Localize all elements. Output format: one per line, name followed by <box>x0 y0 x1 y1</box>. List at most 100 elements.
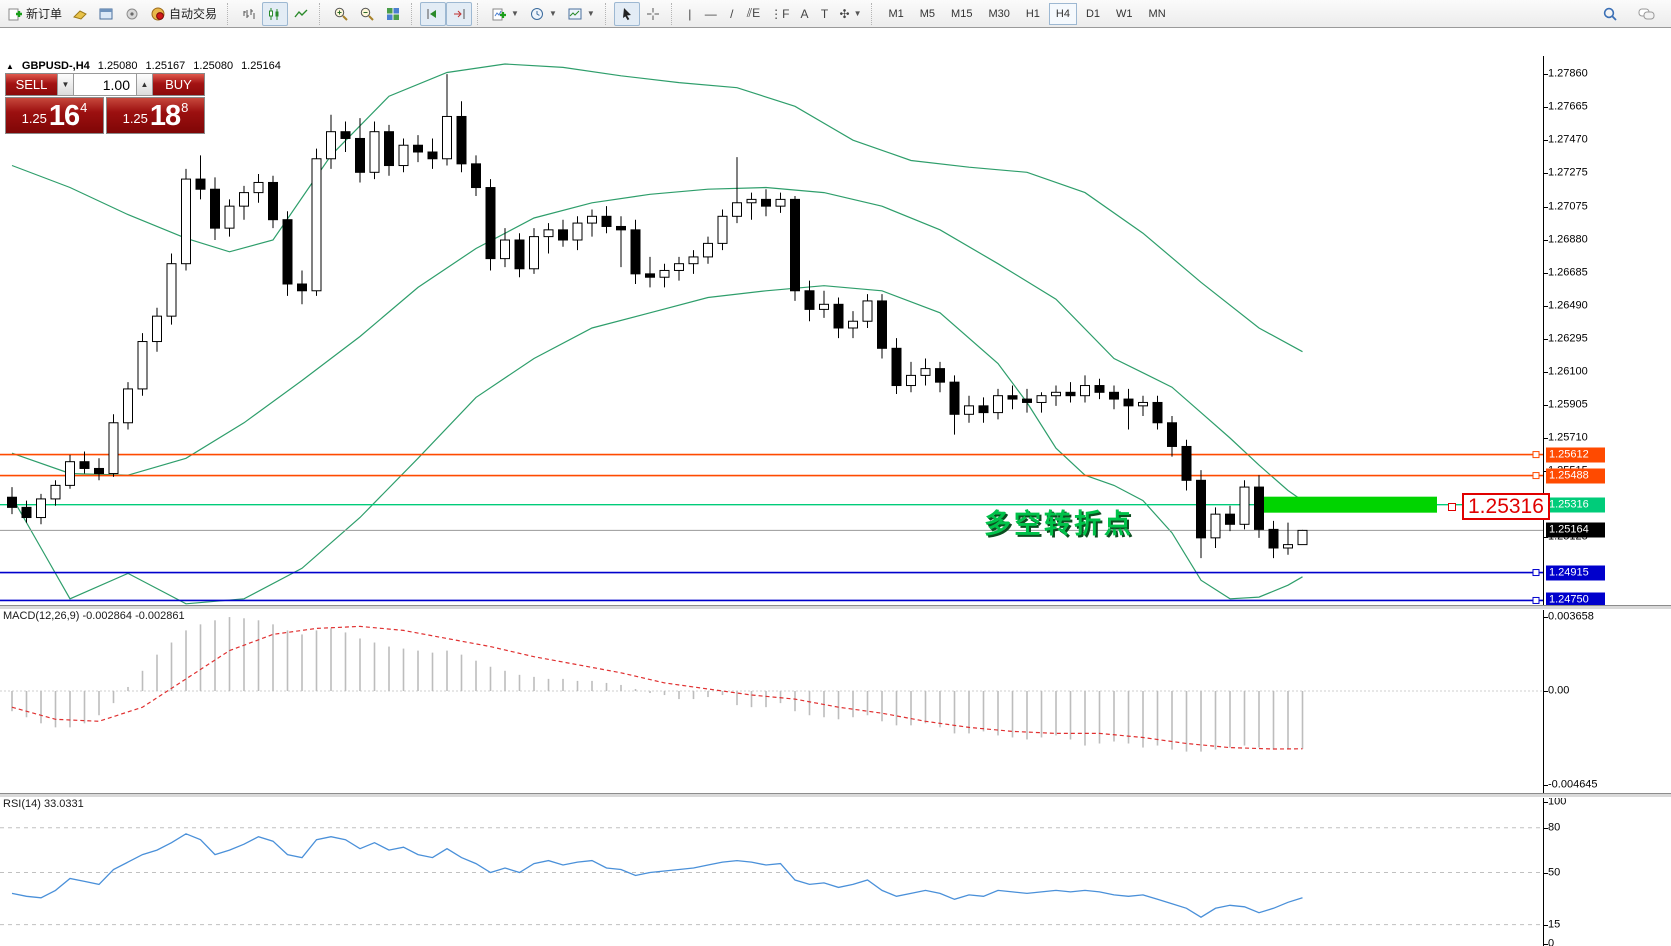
level-line-handle[interactable] <box>1532 472 1540 480</box>
main-toolbar: 新订单 自动交易 ▼ ▼ ▼ | — / ⫽E ⋮F A T ✣ ▼ M1 M5 M15 M30 H1 H4 D1 W1 M… <box>0 0 1671 28</box>
rsi-panel-divider[interactable] <box>0 793 1671 798</box>
templates-button[interactable]: ▼ <box>562 2 600 26</box>
bear-candle <box>616 225 626 231</box>
bear-candle <box>1094 385 1105 393</box>
bull-candle <box>137 341 148 390</box>
price-tick-label: 80 <box>1548 821 1561 834</box>
bull-candle <box>1210 513 1221 539</box>
toolbar-group: 新订单 自动交易 <box>2 1 222 27</box>
autotrade-button[interactable]: 自动交易 <box>145 2 222 26</box>
bear-candle <box>1007 395 1018 400</box>
line-chart-button[interactable] <box>288 2 314 26</box>
sell-button[interactable]: SELL <box>5 73 57 96</box>
timeframe-h4[interactable]: H4 <box>1048 2 1077 25</box>
dropdown-arrow-icon[interactable]: ▼ <box>853 9 862 18</box>
symbol-name: GBPUSD-,H4 <box>21 60 90 72</box>
timeframe-m5[interactable]: M5 <box>919 7 936 20</box>
arrows-button[interactable]: ✣ ▼ <box>835 2 867 26</box>
fibonacci-glyph: ⋮F <box>770 6 790 21</box>
volume-increase-button[interactable]: ▲ <box>136 73 153 96</box>
label-button[interactable]: T <box>815 2 835 26</box>
axis-tick <box>1543 872 1548 874</box>
new-window-button[interactable] <box>93 2 119 26</box>
periods-button[interactable]: ▼ <box>524 2 562 26</box>
horizontal-line-button[interactable]: — <box>700 2 722 26</box>
timeframe-m30[interactable]: M30 <box>988 7 1010 20</box>
bull-candle <box>326 131 336 160</box>
price-tick-label: 1.26490 <box>1548 299 1588 312</box>
price-tick-label: 1.27665 <box>1548 100 1588 113</box>
axis-tick <box>1543 405 1548 406</box>
timeframe-h1[interactable]: H1 <box>1025 7 1040 20</box>
bull-candle <box>108 422 119 475</box>
signals-button[interactable] <box>119 2 145 26</box>
sell-price-display[interactable]: 1.25 16 4 <box>5 97 104 134</box>
level-line-handle[interactable] <box>1532 451 1540 459</box>
price-tick-label: 1.27860 <box>1548 67 1588 80</box>
callout-anchor-marker[interactable] <box>1448 503 1456 511</box>
new-order-button[interactable]: 新订单 <box>2 2 67 26</box>
dropdown-arrow-icon[interactable]: ▼ <box>511 9 519 18</box>
macd-panel-divider[interactable] <box>0 605 1671 610</box>
candle-chart-button[interactable] <box>262 1 289 26</box>
timeframe-w1[interactable]: W1 <box>1116 7 1133 20</box>
bear-candle <box>1254 486 1264 530</box>
vertical-line-button[interactable]: | <box>680 2 700 26</box>
price-chart-canvas[interactable] <box>0 56 1671 605</box>
one-click-trading-panel: SELL ▼ ▲ BUY 1.25 16 4 1.25 18 8 <box>5 73 205 134</box>
bear-candle <box>1065 391 1076 397</box>
bear-candle <box>355 137 365 173</box>
timeframe-m15[interactable]: M15 <box>951 7 973 20</box>
trendline-button[interactable]: / <box>722 2 742 26</box>
chart-shift-button[interactable] <box>446 1 473 26</box>
dropdown-arrow-icon[interactable]: ▼ <box>548 9 557 18</box>
new-order-button-label: 新订单 <box>26 7 63 21</box>
volume-input[interactable] <box>74 73 136 96</box>
bull-candle <box>311 158 322 292</box>
periods-icon <box>529 6 545 22</box>
bear-candle <box>978 405 989 414</box>
zoom-out-button[interactable] <box>354 2 380 26</box>
price-level-callout[interactable]: 1.25316 <box>1462 493 1550 520</box>
buy-button[interactable]: BUY <box>153 73 205 96</box>
chart-shift-icon <box>451 6 467 22</box>
indicators-button[interactable]: ▼ <box>486 2 524 26</box>
bear-candle <box>21 506 32 519</box>
rsi-indicator-canvas[interactable] <box>0 796 1671 946</box>
chat-icon[interactable] <box>1633 2 1661 26</box>
timeframe-m1[interactable]: M1 <box>888 7 904 20</box>
line-chart-icon <box>293 6 309 22</box>
chart-window[interactable]: ▲ GBPUSD-,H4 1.25080 1.25167 1.25080 1.2… <box>0 28 1671 946</box>
bear-candle <box>630 229 641 275</box>
charts-button[interactable] <box>67 2 93 26</box>
bar-chart-button[interactable] <box>236 2 262 26</box>
volume-decrease-button[interactable]: ▼ <box>57 73 74 96</box>
macd-indicator-canvas[interactable] <box>0 608 1671 793</box>
buy-price-display[interactable]: 1.25 18 8 <box>106 97 205 134</box>
bull-candle <box>36 498 46 519</box>
fibonacci-button[interactable]: ⋮F <box>765 2 794 26</box>
price-tick-label: 0.00 <box>1548 684 1570 697</box>
text-button[interactable]: A <box>795 2 815 26</box>
crosshair-button[interactable] <box>640 2 666 26</box>
price-tick-label: 1.25710 <box>1548 431 1588 444</box>
channel-button[interactable]: ⫽E <box>742 2 765 26</box>
timeframe-mn[interactable]: MN <box>1148 7 1166 20</box>
bear-candle <box>1022 398 1032 403</box>
bull-candle <box>1239 486 1250 525</box>
turning-point-highlight-bar[interactable] <box>1255 496 1437 513</box>
level-line-handle[interactable] <box>1532 569 1540 577</box>
dropdown-arrow-icon[interactable]: ▼ <box>586 9 595 18</box>
bull-candle <box>369 131 380 173</box>
zoom-in-button[interactable] <box>328 2 354 26</box>
auto-scroll-button[interactable] <box>420 1 447 26</box>
search-icon[interactable] <box>1597 2 1623 26</box>
cursor-button[interactable] <box>613 1 640 26</box>
toolbar-group <box>613 1 666 27</box>
level-line-handle[interactable] <box>1532 596 1540 604</box>
collapse-panel-icon[interactable]: ▲ <box>6 61 14 71</box>
tile-windows-button[interactable] <box>380 2 406 26</box>
bear-candle <box>1181 445 1192 481</box>
timeframe-d1[interactable]: D1 <box>1085 7 1101 20</box>
toolbar-group <box>420 1 473 27</box>
